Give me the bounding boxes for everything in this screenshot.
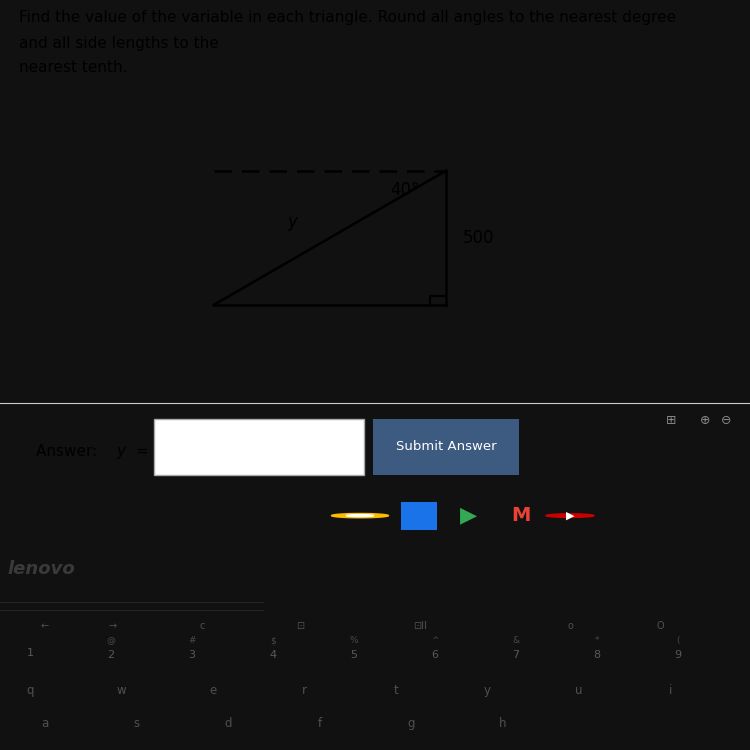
Text: ⊞: ⊞ (666, 414, 676, 427)
FancyBboxPatch shape (401, 502, 437, 530)
Text: Find the value of the variable in each triangle. Round all angles to the nearest: Find the value of the variable in each t… (19, 10, 676, 25)
Text: *: * (595, 636, 599, 645)
Text: f: f (317, 717, 322, 730)
Text: a: a (41, 717, 49, 730)
Text: &: & (512, 636, 520, 645)
Text: d: d (224, 717, 232, 730)
Text: (: ( (676, 636, 680, 645)
Text: 8: 8 (593, 650, 601, 660)
Text: g: g (407, 717, 415, 730)
Text: o: o (567, 621, 573, 632)
Text: ^: ^ (431, 636, 439, 645)
Text: 7: 7 (512, 650, 520, 660)
Text: nearest tenth.: nearest tenth. (19, 60, 128, 75)
Text: lenovo: lenovo (8, 560, 75, 578)
Text: s: s (134, 717, 140, 730)
Text: 4: 4 (269, 650, 277, 660)
Text: 6: 6 (431, 650, 439, 660)
Text: 2: 2 (107, 650, 115, 660)
FancyBboxPatch shape (154, 419, 364, 475)
FancyBboxPatch shape (373, 419, 519, 475)
Text: c: c (200, 621, 206, 632)
Text: and all side lengths to the: and all side lengths to the (19, 36, 218, 51)
Text: 500: 500 (463, 229, 494, 247)
Text: t: t (394, 684, 398, 697)
Text: h: h (499, 717, 506, 730)
Text: r: r (302, 684, 307, 697)
Text: ⊡: ⊡ (296, 621, 304, 632)
Text: #: # (188, 636, 196, 645)
Text: M: M (512, 506, 531, 525)
Text: ⊡II: ⊡II (413, 621, 427, 632)
Text: $: $ (270, 636, 276, 645)
Text: 3: 3 (188, 650, 196, 660)
Text: 5: 5 (350, 650, 358, 660)
Text: 1: 1 (26, 648, 34, 658)
Text: Submit Answer: Submit Answer (395, 440, 496, 452)
Text: u: u (575, 684, 583, 697)
Text: =: = (131, 444, 148, 459)
Text: q: q (26, 684, 34, 697)
Text: O: O (656, 621, 664, 632)
Text: y: y (287, 213, 298, 231)
Text: i: i (669, 684, 672, 697)
Text: ▶: ▶ (460, 506, 477, 526)
Text: 9: 9 (674, 650, 682, 660)
Text: ⊖: ⊖ (721, 414, 731, 427)
Text: y: y (484, 684, 491, 697)
Text: 40°: 40° (390, 181, 419, 199)
Text: w: w (117, 684, 126, 697)
Circle shape (346, 514, 374, 517)
Circle shape (332, 514, 388, 517)
Text: ▶: ▶ (566, 511, 574, 520)
Text: e: e (209, 684, 217, 697)
Text: y: y (116, 444, 125, 459)
Text: ⊕: ⊕ (700, 414, 710, 427)
Text: %: % (350, 636, 358, 645)
Text: @: @ (106, 636, 116, 645)
Text: Answer:: Answer: (36, 444, 102, 459)
Text: →: → (109, 621, 116, 632)
Text: ←: ← (41, 621, 49, 632)
Circle shape (546, 514, 594, 517)
